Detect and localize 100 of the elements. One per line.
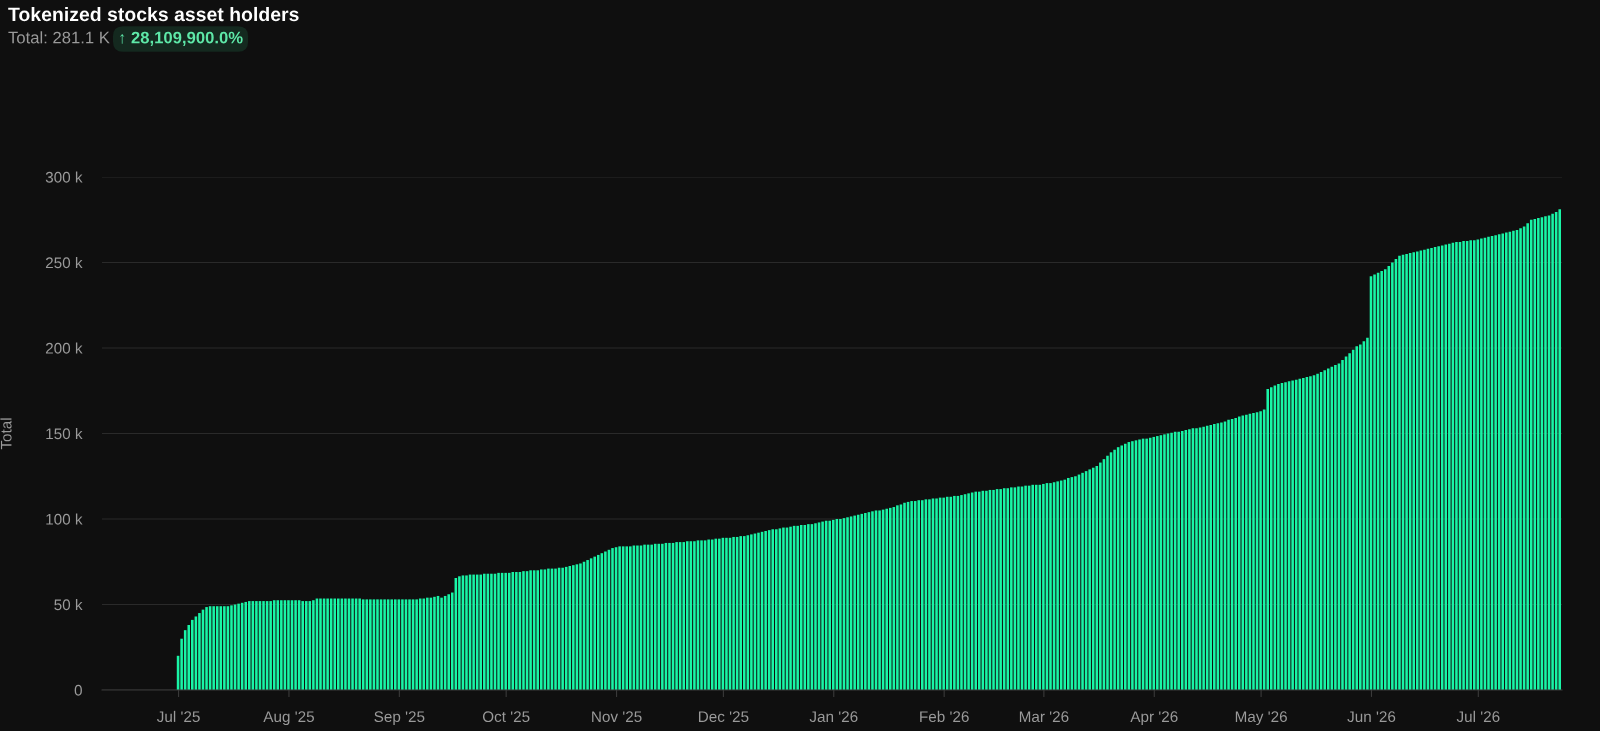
bar [1302,377,1305,690]
y-tick-label: 250 k [45,256,83,269]
bar [215,606,219,690]
bar [903,502,906,690]
bar [739,536,742,690]
bar [301,601,304,690]
bar [828,520,831,690]
bar [725,537,728,690]
bar [319,598,322,690]
bar [276,600,280,690]
bar [1049,483,1052,690]
bar [1113,449,1116,690]
bar [1091,467,1095,690]
bar [586,560,589,690]
bar [1195,428,1198,690]
bar [732,536,735,690]
bar [351,598,354,690]
bar [1391,262,1394,690]
bar [1472,240,1476,690]
bar [1138,439,1141,690]
bar [853,515,856,690]
bar [230,605,233,690]
bar [1120,445,1123,690]
bar [1252,412,1255,690]
bar [507,572,511,690]
bar [878,510,881,690]
bar [1010,487,1013,690]
bar [653,543,657,690]
bar [625,546,629,690]
bar [1326,368,1330,690]
bar [1423,249,1426,690]
bar [1063,479,1067,690]
bar [650,544,653,690]
bar [718,538,721,690]
y-tick-label: 50 k [54,598,83,611]
bar [871,511,874,690]
x-tick-label: Apr '26 [1130,711,1178,726]
bar [1519,228,1522,690]
bar [643,544,646,690]
bar [1034,484,1038,690]
bar [945,496,949,690]
bar [1291,380,1294,690]
bar [1031,484,1034,690]
bar [757,532,760,690]
bar [917,500,921,690]
x-tick-label: Jun '26 [1347,711,1396,723]
bar [1316,373,1319,690]
bar [504,572,507,690]
text: ↑ 28,109,900.0% [120,31,243,46]
bar [611,548,614,690]
bar [376,599,379,690]
bar [661,543,664,690]
x-tick-label: Oct '25 [482,711,530,723]
bar [390,599,393,690]
bar [248,601,251,690]
bar [1487,236,1490,690]
y-tick-label: 150 k [46,427,83,440]
bar [1234,418,1237,690]
bar [433,596,436,690]
bar [796,525,799,690]
bar [1074,476,1077,690]
bar [479,574,483,690]
x-tick-label: Jul '25 [156,710,200,723]
bar [554,568,557,690]
bar [280,600,283,690]
bar [618,546,621,690]
bar [1106,455,1109,690]
x-tick-label: Dec '25 [698,711,749,723]
bar [1309,376,1312,690]
bar [1505,232,1508,690]
bar [1056,481,1059,690]
bar [465,575,468,690]
y-tick-label: 200 k [45,342,83,354]
bar [422,598,426,690]
bar [1494,235,1497,690]
bar [910,501,913,690]
bar [832,519,835,690]
bar [1024,485,1027,690]
bar [205,607,208,690]
bar [1270,387,1273,690]
bar [1088,469,1091,690]
bar [864,513,867,690]
bar [1124,443,1127,690]
bar [1469,240,1472,690]
bar [490,573,493,690]
bar [572,565,575,690]
bar [839,519,842,690]
bar [1209,424,1213,690]
bar [967,493,970,690]
bar [326,598,329,690]
bar [771,529,775,690]
x-tick-label: Nov '25 [592,711,642,723]
bar [682,542,685,690]
bar [742,536,746,690]
bar [408,599,411,690]
bar [522,571,525,690]
bar [1006,488,1010,690]
bar [244,601,247,690]
bar [344,598,347,690]
bar [921,500,924,690]
